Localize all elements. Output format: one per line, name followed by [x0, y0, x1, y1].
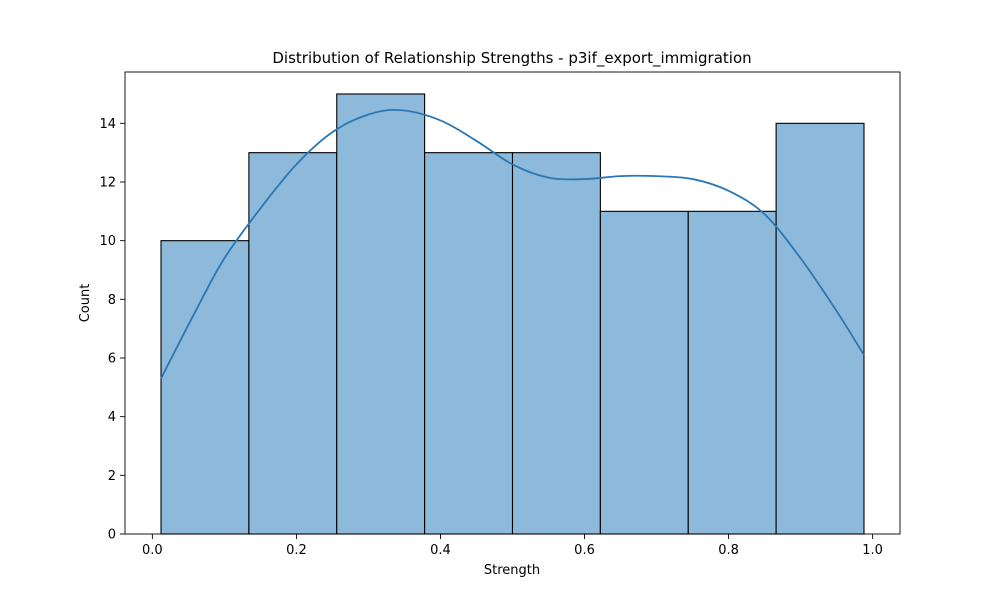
y-tick-label: 0 — [108, 528, 116, 543]
kde-curve — [160, 108, 865, 379]
y-axis-label: Count — [78, 284, 93, 323]
bars-layer — [160, 93, 865, 535]
histogram-bar — [775, 122, 865, 535]
histogram-bar — [160, 240, 250, 535]
y-axis-ticks: 0 2 4 6 8 10 12 14 — [99, 117, 125, 543]
plot-frame — [124, 71, 901, 535]
chart-title: Distribution of Relationship Strengths -… — [272, 49, 751, 68]
x-axis-ticks: 0.0 0.2 0.4 0.6 0.8 1.0 — [142, 534, 883, 558]
histogram-bar — [599, 210, 689, 535]
histogram-bar — [511, 152, 601, 535]
x-tick-label: 0.0 — [142, 543, 163, 558]
y-tick-label: 2 — [108, 469, 116, 484]
histogram-bar — [424, 152, 514, 535]
y-tick-label: 4 — [108, 410, 116, 425]
histogram-bar — [687, 210, 777, 535]
x-tick-label: 1.0 — [862, 543, 883, 558]
x-axis-label: Strength — [484, 563, 540, 578]
y-tick-label: 8 — [108, 293, 116, 308]
histogram-bar — [336, 93, 426, 535]
x-tick-label: 0.6 — [574, 543, 595, 558]
x-tick-label: 0.8 — [718, 543, 739, 558]
y-tick-label: 12 — [99, 176, 116, 191]
histogram-bar — [248, 152, 338, 535]
x-tick-label: 0.2 — [286, 543, 307, 558]
y-tick-label: 10 — [99, 234, 116, 249]
x-tick-label: 0.4 — [430, 543, 451, 558]
y-tick-label: 6 — [108, 352, 116, 367]
y-tick-label: 14 — [99, 117, 116, 132]
